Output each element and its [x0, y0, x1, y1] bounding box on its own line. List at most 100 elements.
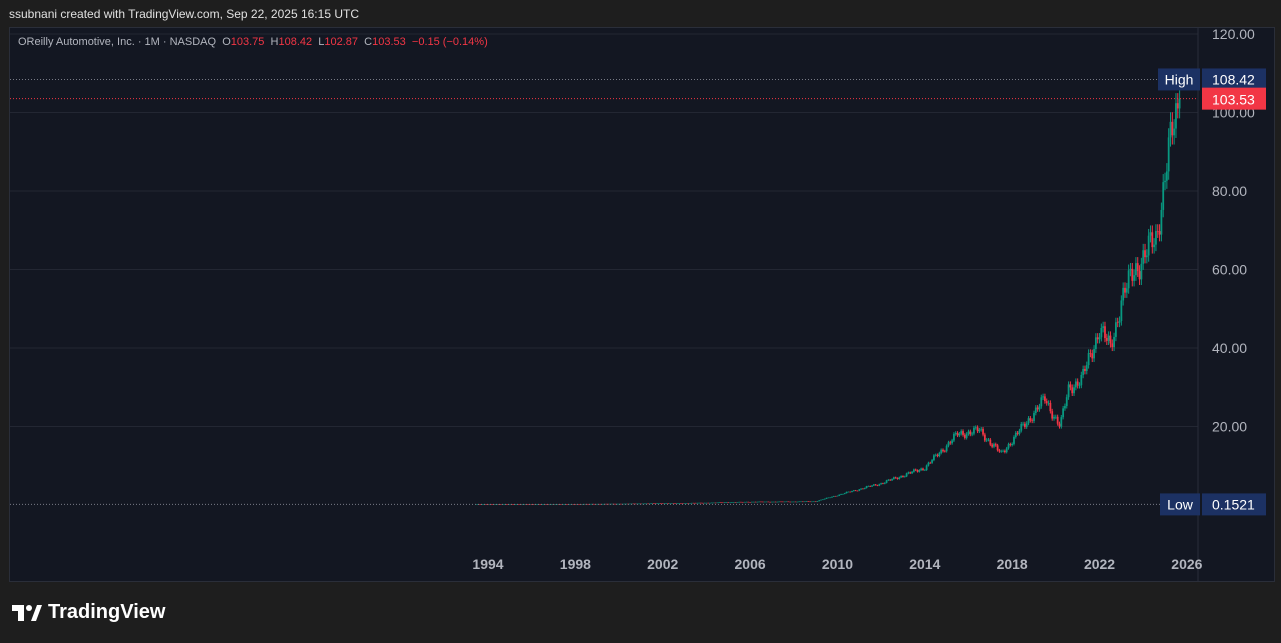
candle-body — [1067, 384, 1070, 398]
candle-body — [527, 504, 529, 505]
candle-body — [783, 501, 786, 503]
candle-body — [943, 451, 946, 452]
candle-body — [649, 503, 651, 505]
candle-body — [690, 502, 693, 504]
candle-body — [967, 431, 970, 434]
candle-body — [949, 442, 952, 444]
candle-body — [781, 501, 784, 503]
candle-body — [976, 427, 979, 432]
candle-body — [714, 502, 717, 504]
candle-body — [605, 503, 608, 505]
candle-body — [816, 501, 819, 502]
candle-body — [900, 476, 903, 478]
candle-body — [947, 442, 950, 446]
candle-body — [1089, 353, 1092, 354]
high-value: 108.42 — [278, 36, 313, 48]
candle-body — [665, 503, 668, 504]
candle-body — [536, 504, 539, 505]
high-tag — [1158, 68, 1200, 91]
candle-body — [629, 503, 631, 505]
candle-body — [825, 497, 828, 499]
candle-body — [896, 478, 899, 479]
candle-body — [647, 503, 650, 505]
candle-body — [809, 501, 812, 503]
candle-body — [676, 503, 679, 504]
candle-body — [667, 503, 670, 504]
candle-body — [1078, 385, 1081, 386]
candle-body — [994, 444, 997, 446]
candle-body — [1173, 128, 1176, 136]
candle-body — [1100, 327, 1103, 338]
open-value: 103.75 — [230, 36, 265, 48]
candle-body — [1011, 443, 1014, 446]
candle-body — [792, 501, 795, 503]
candle-body — [752, 501, 755, 503]
candle-body — [701, 502, 704, 504]
candle-body — [505, 504, 508, 505]
candle-body — [883, 482, 886, 484]
candle-body — [858, 489, 861, 491]
candle-body — [481, 504, 484, 505]
candle-body — [616, 503, 619, 505]
candle-body — [907, 472, 910, 474]
candle-body — [989, 439, 992, 445]
candle-body — [785, 501, 788, 503]
candle-body — [982, 428, 984, 435]
candle-body — [614, 503, 617, 505]
candle-body — [1044, 396, 1046, 402]
candle-body — [760, 501, 762, 503]
candle-body — [878, 484, 881, 486]
candle-body — [558, 504, 560, 505]
candle-body — [619, 503, 622, 505]
candle-body — [867, 486, 870, 487]
candle-body — [927, 462, 930, 466]
candle-body — [583, 503, 586, 505]
candle-body — [598, 503, 600, 505]
candle-body — [709, 502, 711, 504]
candle-body — [978, 429, 981, 432]
candle-body — [903, 476, 906, 477]
candle-body — [661, 503, 664, 505]
candle-body — [1136, 263, 1139, 272]
candle-body — [925, 465, 928, 470]
candle-body — [920, 468, 923, 471]
candle-body — [922, 468, 924, 470]
candle-body — [1074, 381, 1077, 388]
candle-body — [765, 501, 768, 503]
x-tick-label: 2026 — [1171, 556, 1202, 572]
symbol-legend: OReilly Automotive, Inc. · 1M · NASDAQ O… — [18, 36, 488, 48]
candle-body — [820, 499, 822, 501]
candle-body — [1155, 231, 1157, 245]
candle-body — [940, 449, 943, 454]
candle-body — [1038, 406, 1041, 410]
candle-body — [1013, 436, 1015, 444]
candle-body — [541, 504, 544, 505]
candle-body — [1156, 231, 1159, 232]
candle-body — [787, 501, 790, 503]
candle-body — [1051, 411, 1054, 419]
candle-body — [980, 428, 983, 430]
candle-body — [1000, 451, 1003, 452]
candle-body — [1129, 268, 1132, 271]
candle-body — [590, 503, 593, 505]
candle-body — [681, 503, 684, 504]
tradingview-logo[interactable]: TradingView — [12, 601, 165, 624]
candle-body — [998, 450, 1001, 452]
candle-body — [834, 496, 837, 497]
candle-body — [869, 486, 872, 487]
candle-body — [610, 503, 613, 505]
candle-body — [574, 504, 577, 505]
candle-body — [1022, 423, 1024, 425]
candle-body — [639, 503, 642, 505]
candle-body — [592, 503, 595, 505]
candle-body — [485, 504, 488, 505]
candle-body — [1102, 326, 1105, 328]
candle-body — [712, 502, 715, 504]
candle-body — [488, 504, 491, 505]
candle-body — [938, 453, 941, 457]
chart-panel[interactable] — [9, 27, 1275, 582]
candle-body — [1107, 335, 1110, 341]
candle-body — [983, 434, 986, 441]
candle-body — [849, 491, 852, 493]
